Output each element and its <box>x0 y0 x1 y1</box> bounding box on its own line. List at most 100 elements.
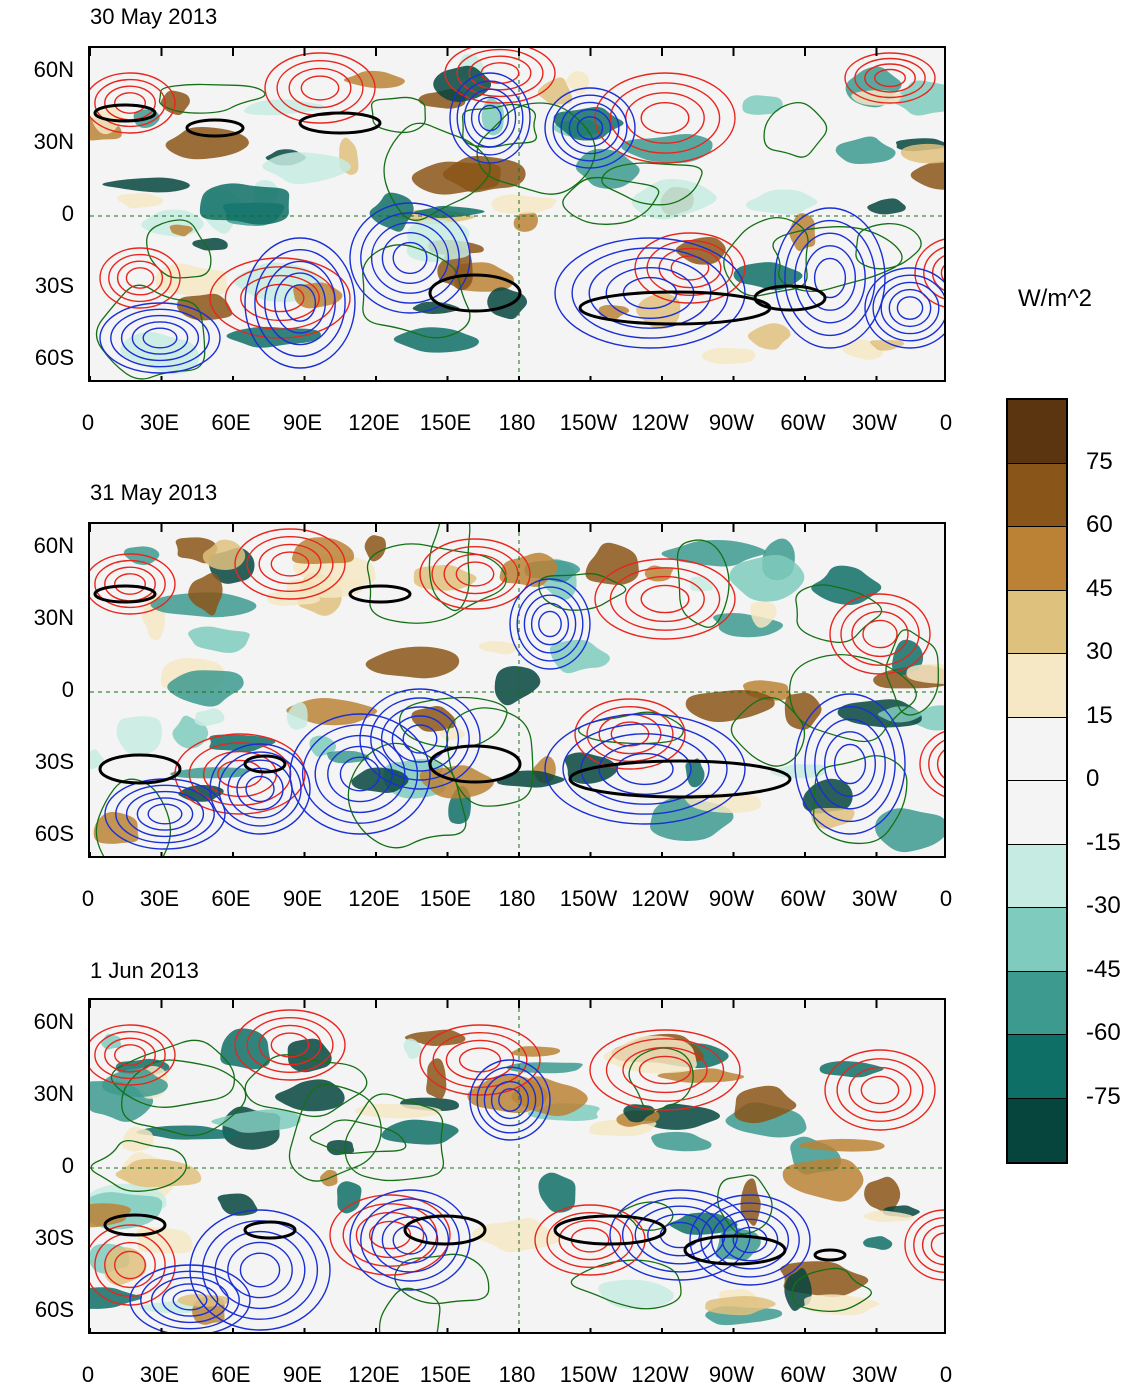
panel-title: 1 Jun 2013 <box>90 958 199 983</box>
coastline <box>158 83 266 114</box>
bold-contour <box>348 584 412 604</box>
x-axis-label: 180 <box>498 410 536 435</box>
coastline <box>428 524 471 612</box>
negative-anomaly-shading <box>651 1131 712 1152</box>
positive-contour <box>90 1024 176 1086</box>
negative-anomaly-shading <box>875 808 944 853</box>
coastline <box>370 96 426 134</box>
positive-contour <box>443 553 507 595</box>
coastline <box>394 1253 490 1305</box>
negative-anomaly-shading <box>729 554 805 602</box>
negative-contour <box>689 1194 811 1286</box>
negative-anomaly-shading <box>819 1061 884 1078</box>
positive-contour <box>114 1044 147 1066</box>
bold-contour <box>753 284 827 312</box>
positive-contour <box>258 543 322 585</box>
positive-contour <box>174 733 306 815</box>
negative-anomaly-shading <box>120 331 200 375</box>
positive-anomaly-shading <box>117 193 164 209</box>
negative-contour <box>804 705 896 823</box>
positive-contour <box>288 67 352 109</box>
positive-contour <box>455 561 495 587</box>
negative-contour <box>339 756 381 792</box>
negative-contour <box>218 751 302 827</box>
positive-anomaly-shading <box>404 1029 466 1046</box>
x-axis-label: 60E <box>211 410 251 435</box>
positive-anomaly-shading <box>685 689 775 723</box>
negative-contour <box>140 1270 240 1330</box>
negative-contour <box>490 1080 530 1120</box>
positive-anomaly-shading <box>513 211 538 232</box>
x-axis-label: 90W <box>708 1362 755 1387</box>
negative-contour <box>391 715 449 763</box>
positive-contour <box>246 1017 334 1073</box>
bold-contour <box>243 754 287 774</box>
negative-contour <box>483 1073 537 1127</box>
x-axis-label: 90W <box>708 886 755 911</box>
negative-contour <box>402 724 438 754</box>
negative-contour <box>616 752 674 786</box>
negative-contour <box>896 296 924 320</box>
coastline <box>121 1059 247 1137</box>
negative-anomaly-shading <box>220 1028 271 1070</box>
negative-anomaly-shading <box>835 136 896 165</box>
coastline <box>601 162 703 206</box>
x-axis-label: 150E <box>419 410 472 435</box>
positive-contour <box>419 538 531 610</box>
bold-contour <box>243 1220 297 1240</box>
positive-anomaly-shading <box>354 1103 442 1119</box>
negative-contour <box>301 724 419 824</box>
negative-contour <box>544 87 636 169</box>
coastline <box>855 222 922 270</box>
negative-contour <box>360 1198 460 1282</box>
positive-contour <box>919 731 944 797</box>
y-axis-label: 60N <box>33 57 74 82</box>
negative-anomaly-shading <box>905 705 944 731</box>
coastline <box>309 1119 407 1155</box>
positive-contour <box>936 749 944 779</box>
positive-anomaly-shading <box>705 1296 776 1316</box>
positive-contour <box>104 85 156 121</box>
map-frame <box>88 998 946 1334</box>
positive-anomaly-shading <box>365 646 460 679</box>
colorbar-segment <box>1008 654 1066 718</box>
colorbar-segment <box>1008 844 1066 908</box>
negative-anomaly-shading <box>621 133 713 164</box>
positive-anomaly-shading <box>798 1138 885 1152</box>
negative-contour <box>478 104 502 132</box>
negative-anomaly-shading <box>669 1212 738 1235</box>
positive-anomaly-shading <box>176 293 233 321</box>
bold-contour <box>185 118 245 138</box>
x-axis-label: 0 <box>939 1362 953 1387</box>
positive-contour <box>270 551 310 577</box>
negative-contour <box>189 1209 331 1331</box>
negative-contour <box>523 594 577 654</box>
y-axis-label: 30S <box>34 1225 74 1250</box>
positive-contour <box>921 1224 944 1266</box>
positive-contour <box>94 1030 166 1080</box>
positive-contour <box>431 546 519 602</box>
y-axis-label: 0 <box>61 201 74 226</box>
panel-title: 31 May 2013 <box>90 480 218 505</box>
positive-contour <box>94 559 166 609</box>
negative-contour <box>360 212 460 304</box>
colorbar-segment <box>1008 717 1066 781</box>
positive-contour <box>844 52 936 104</box>
positive-contour <box>458 1047 502 1073</box>
negative-contour <box>888 288 932 328</box>
negative-anomaly-shading <box>877 706 923 723</box>
colorbar-label: -45 <box>1086 955 1121 983</box>
negative-contour <box>710 1210 790 1270</box>
negative-anomaly-shading <box>494 665 541 706</box>
coastline <box>461 103 537 148</box>
negative-contour <box>530 602 570 646</box>
coastline <box>562 176 660 225</box>
coastline <box>347 742 467 849</box>
positive-contour <box>848 1066 912 1114</box>
positive-contour <box>355 1211 425 1259</box>
negative-contour <box>99 302 221 374</box>
positive-contour <box>574 698 686 770</box>
x-axis-label: 60W <box>780 886 826 911</box>
x-axis-label: 90E <box>282 410 323 435</box>
colorbar-segment <box>1008 463 1066 527</box>
